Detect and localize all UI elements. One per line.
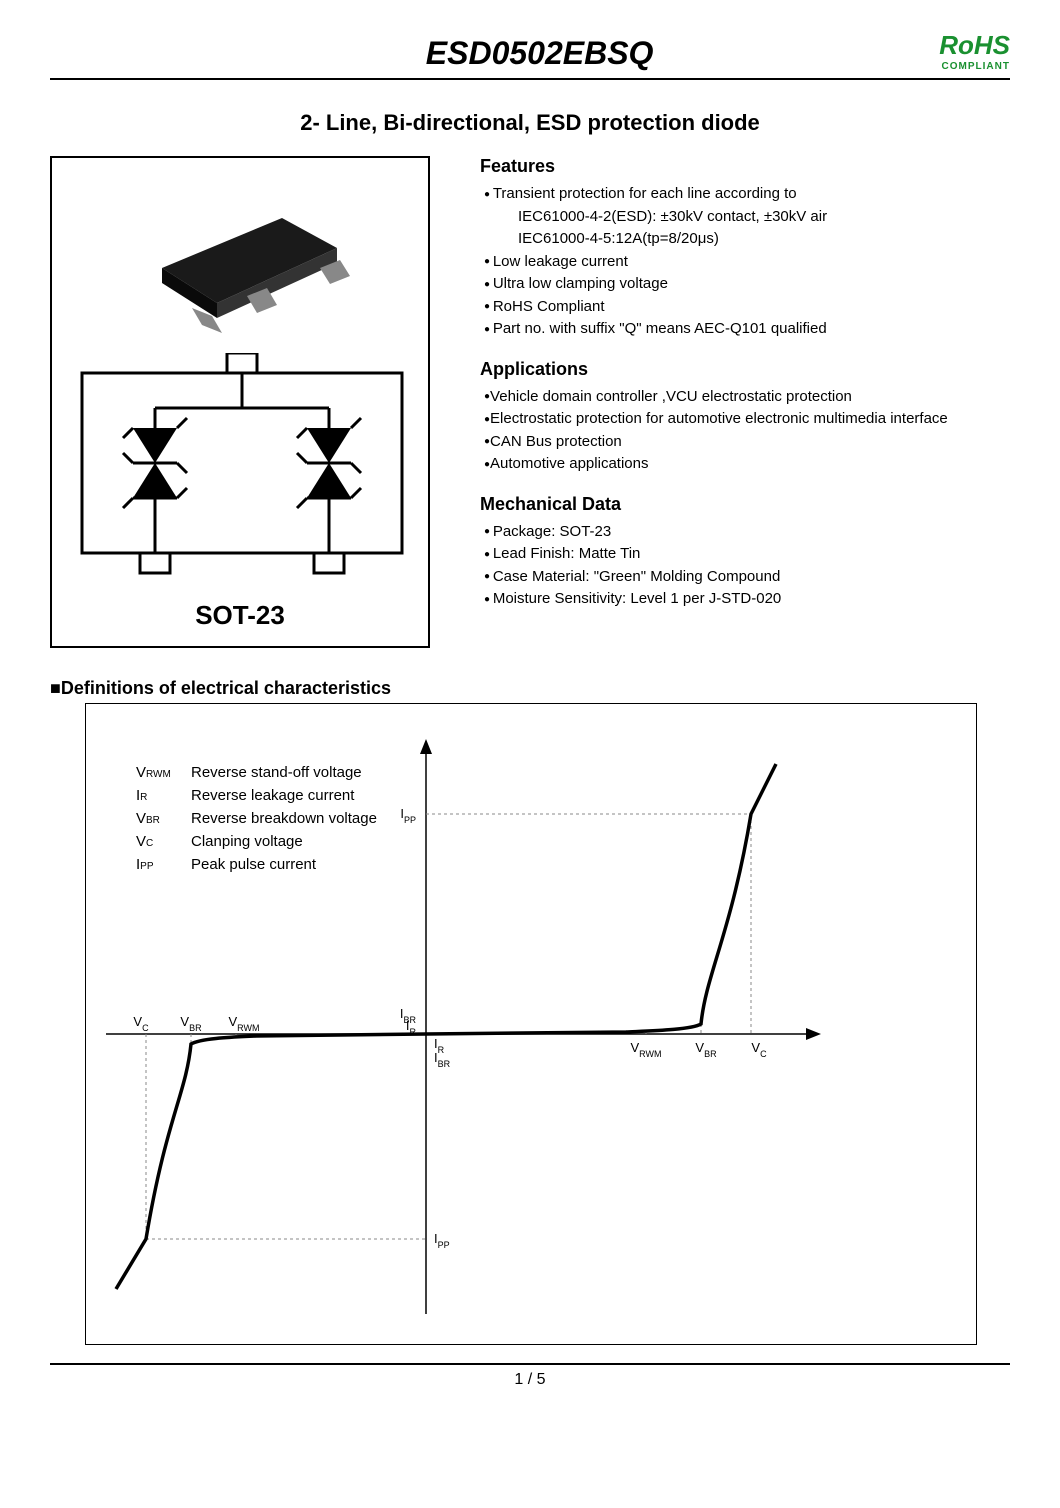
features-heading: Features (480, 156, 1010, 177)
svg-text:VRWM: VRWM (630, 1040, 661, 1059)
application-item: CAN Bus protection (484, 431, 1010, 454)
mechanical-item: Moisture Sensitivity: Level 1 per J-STD-… (484, 588, 1010, 611)
package-box: SOT-23 (50, 156, 430, 648)
application-item: Electrostatic protection for automotive … (484, 408, 1010, 431)
feature-item: IEC61000-4-2(ESD): ±30kV contact, ±30kV … (484, 206, 1010, 229)
legend-row: VRWMReverse stand-off voltage (136, 764, 377, 781)
svg-text:VC: VC (751, 1040, 767, 1059)
feature-item: Transient protection for each line accor… (484, 183, 1010, 206)
svg-text:VBR: VBR (180, 1014, 202, 1033)
mechanical-heading: Mechanical Data (480, 494, 1010, 515)
page-number: 1 / 5 (514, 1371, 545, 1388)
applications-list: Vehicle domain controller ,VCU electrost… (484, 386, 1010, 476)
features-list: Transient protection for each line accor… (484, 183, 1010, 341)
package-label: SOT-23 (72, 600, 408, 631)
schematic-diagram (72, 353, 412, 583)
feature-item: Part no. with suffix "Q" means AEC-Q101 … (484, 318, 1010, 341)
mechanical-item: Package: SOT-23 (484, 521, 1010, 544)
svg-text:IPP: IPP (400, 806, 416, 825)
application-item: Vehicle domain controller ,VCU electrost… (484, 386, 1010, 409)
part-number: ESD0502EBSQ (140, 35, 939, 72)
mechanical-list: Package: SOT-23 Lead Finish: Matte Tin C… (484, 521, 1010, 611)
svg-text:VBR: VBR (695, 1040, 717, 1059)
rohs-compliant: COMPLIANT (939, 61, 1010, 72)
definitions-heading: ■Definitions of electrical characteristi… (50, 678, 1010, 699)
content-row: SOT-23 Features Transient protection for… (50, 156, 1010, 648)
feature-item: IEC61000-4-5:12A(tp=8/20μs) (484, 228, 1010, 251)
definitions-box: VRWMReverse stand-off voltage IRReverse l… (85, 703, 977, 1345)
legend-row: IPPPeak pulse current (136, 856, 377, 873)
feature-item: Ultra low clamping voltage (484, 273, 1010, 296)
rohs-badge: RoHS COMPLIANT (939, 30, 1010, 72)
feature-item: RoHS Compliant (484, 296, 1010, 319)
legend-row: VBRReverse breakdown voltage (136, 810, 377, 827)
mechanical-item: Case Material: "Green" Molding Compound (484, 566, 1010, 589)
rohs-text: RoHS (939, 30, 1010, 61)
legend: VRWMReverse stand-off voltage IRReverse l… (136, 764, 377, 879)
application-item: Automotive applications (484, 453, 1010, 476)
right-column: Features Transient protection for each l… (480, 156, 1010, 648)
footer: 1 / 5 (50, 1363, 1010, 1389)
svg-text:IPP: IPP (434, 1231, 450, 1250)
legend-row: IRReverse leakage current (136, 787, 377, 804)
applications-heading: Applications (480, 359, 1010, 380)
page-title: 2- Line, Bi-directional, ESD protection … (50, 110, 1010, 136)
legend-row: VCClanping voltage (136, 833, 377, 850)
svg-text:VC: VC (133, 1014, 149, 1033)
left-column: SOT-23 (50, 156, 450, 648)
svg-text:VRWM: VRWM (228, 1014, 259, 1033)
package-3d-icon (72, 178, 412, 348)
feature-item: Low leakage current (484, 251, 1010, 274)
header: ESD0502EBSQ RoHS COMPLIANT (50, 30, 1010, 80)
datasheet-page: ESD0502EBSQ RoHS COMPLIANT 2- Line, Bi-d… (0, 0, 1060, 1409)
mechanical-item: Lead Finish: Matte Tin (484, 543, 1010, 566)
